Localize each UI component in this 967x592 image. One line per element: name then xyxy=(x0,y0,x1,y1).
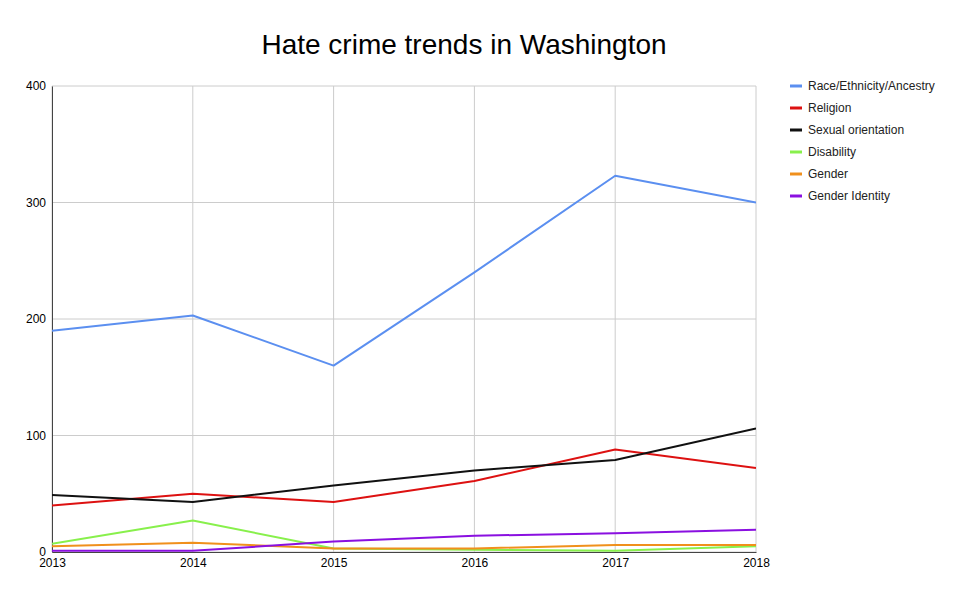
tick-label: 2018 xyxy=(743,556,770,570)
legend-swatch xyxy=(790,85,802,88)
legend-swatch xyxy=(790,107,802,110)
tick-label: 2015 xyxy=(321,556,348,570)
grid-line xyxy=(192,86,193,552)
tick: 200 xyxy=(26,312,52,326)
tick: 2014 xyxy=(180,552,207,570)
series-line xyxy=(52,176,756,366)
tick-label: 300 xyxy=(26,196,46,210)
legend-item: Gender Identity xyxy=(790,189,890,203)
tick-label: 200 xyxy=(26,312,46,326)
grid-line xyxy=(52,435,756,436)
y-axis: 0100200300400 xyxy=(26,79,53,559)
legend-item: Race/Ethnicity/Ancestry xyxy=(790,79,935,93)
series-line xyxy=(52,521,756,551)
tick: 2016 xyxy=(462,552,489,570)
tick: 2018 xyxy=(743,552,770,570)
tick: 2017 xyxy=(602,552,629,570)
legend-item: Disability xyxy=(790,145,856,159)
grid-line xyxy=(52,86,53,552)
tick: 2015 xyxy=(321,552,348,570)
legend-item: Religion xyxy=(790,101,851,115)
chart: Hate crime trends in Washington010020030… xyxy=(0,0,967,592)
legend-item: Sexual orientation xyxy=(790,123,904,137)
axis-line xyxy=(53,552,757,553)
tick: 300 xyxy=(26,196,52,210)
legend-label: Disability xyxy=(808,145,856,159)
grid-line xyxy=(615,86,616,552)
tick-label: 2013 xyxy=(39,556,66,570)
legend-label: Race/Ethnicity/Ancestry xyxy=(808,79,935,93)
legend-label: Religion xyxy=(808,101,851,115)
grid xyxy=(52,86,756,552)
series-line xyxy=(52,543,756,549)
legend-swatch xyxy=(790,195,802,198)
legend-label: Sexual orientation xyxy=(808,123,904,137)
grid-line xyxy=(52,86,756,87)
title: Hate crime trends in Washington xyxy=(261,29,666,60)
axis-line xyxy=(52,87,53,553)
legend-label: Gender xyxy=(808,167,848,181)
legend-swatch xyxy=(790,173,802,176)
grid-line xyxy=(52,202,756,203)
legend-swatch xyxy=(790,129,802,132)
tick-label: 100 xyxy=(26,429,46,443)
grid-line xyxy=(474,86,475,552)
tick-label: 400 xyxy=(26,79,46,93)
tick-label: 2014 xyxy=(180,556,207,570)
legend-item: Gender xyxy=(790,167,848,181)
grid-line xyxy=(756,86,757,552)
tick-label: 2017 xyxy=(602,556,629,570)
series-line xyxy=(52,530,756,551)
legend: Race/Ethnicity/Ancestry Religion Sexual or… xyxy=(790,79,935,203)
grid-line xyxy=(333,86,334,552)
tick: 100 xyxy=(26,429,52,443)
lines xyxy=(52,176,756,551)
legend-swatch xyxy=(790,151,802,154)
legend-label: Gender Identity xyxy=(808,189,890,203)
series-line xyxy=(52,429,756,502)
tick: 400 xyxy=(26,79,52,93)
tick: 2013 xyxy=(39,552,66,570)
tick-label: 2016 xyxy=(462,556,489,570)
x-axis: 2013 2014 2015 2016 2017 2018 xyxy=(39,552,770,570)
